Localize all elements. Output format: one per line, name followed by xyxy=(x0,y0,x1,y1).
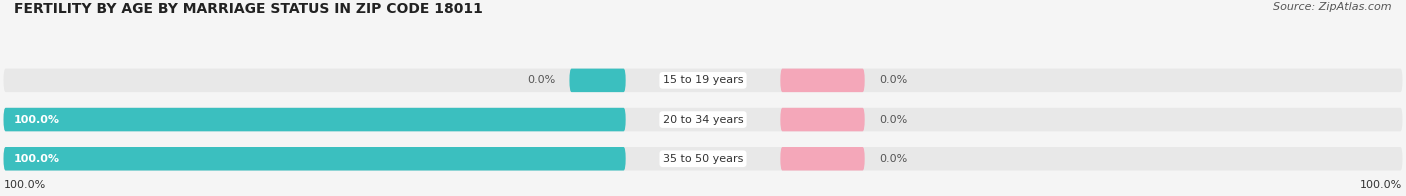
Text: 100.0%: 100.0% xyxy=(14,154,60,164)
Text: Source: ZipAtlas.com: Source: ZipAtlas.com xyxy=(1274,2,1392,12)
FancyBboxPatch shape xyxy=(780,69,865,92)
Text: 100.0%: 100.0% xyxy=(14,114,60,125)
Text: 0.0%: 0.0% xyxy=(879,75,907,85)
Text: 100.0%: 100.0% xyxy=(3,180,46,191)
FancyBboxPatch shape xyxy=(3,69,1403,92)
FancyBboxPatch shape xyxy=(780,108,865,131)
FancyBboxPatch shape xyxy=(3,108,626,131)
Text: FERTILITY BY AGE BY MARRIAGE STATUS IN ZIP CODE 18011: FERTILITY BY AGE BY MARRIAGE STATUS IN Z… xyxy=(14,2,482,16)
FancyBboxPatch shape xyxy=(569,69,626,92)
FancyBboxPatch shape xyxy=(780,147,865,171)
Text: 0.0%: 0.0% xyxy=(879,154,907,164)
FancyBboxPatch shape xyxy=(3,147,1403,171)
Text: 100.0%: 100.0% xyxy=(1360,180,1403,191)
Text: 20 to 34 years: 20 to 34 years xyxy=(662,114,744,125)
Text: 35 to 50 years: 35 to 50 years xyxy=(662,154,744,164)
FancyBboxPatch shape xyxy=(3,147,626,171)
FancyBboxPatch shape xyxy=(3,108,1403,131)
Text: 0.0%: 0.0% xyxy=(879,114,907,125)
Text: 15 to 19 years: 15 to 19 years xyxy=(662,75,744,85)
Text: 0.0%: 0.0% xyxy=(527,75,555,85)
